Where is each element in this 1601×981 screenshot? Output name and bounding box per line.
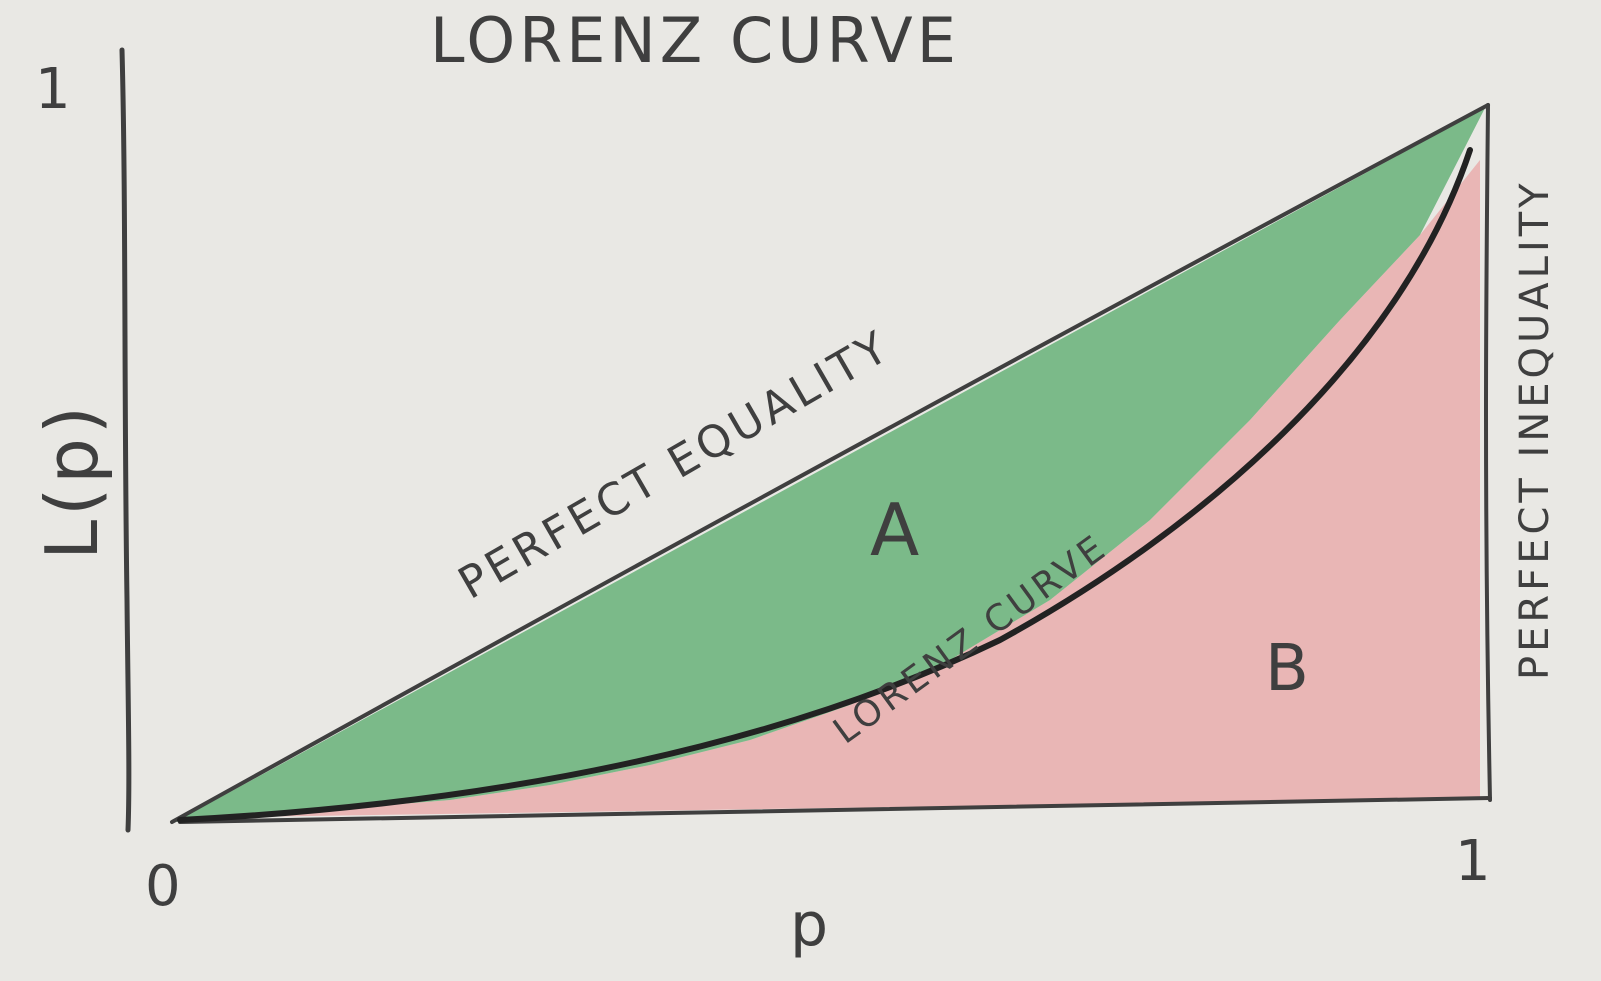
page-title: LORENZ CURVE [430,4,960,77]
perfect-inequality-line [1484,103,1492,802]
perfect-inequality-label: PERFECT INEQUALITY [1512,179,1558,680]
y-axis-tick-1: 1 [35,57,75,122]
x-axis-label: p [790,890,832,960]
perfect-equality-line [170,103,1490,824]
x-axis-tick-1: 1 [1455,829,1495,894]
y-axis-label: L(p) [30,402,114,560]
lorenz-curve-line [177,147,1473,823]
y-axis-line [119,47,132,833]
x-axis-tick-0: 0 [145,854,185,919]
area-a-label: A [870,488,923,572]
x-axis-line [178,796,1492,824]
area-b-label: B [1265,632,1313,706]
area-b-fill [180,160,1480,818]
area-a-fill [175,108,1485,822]
